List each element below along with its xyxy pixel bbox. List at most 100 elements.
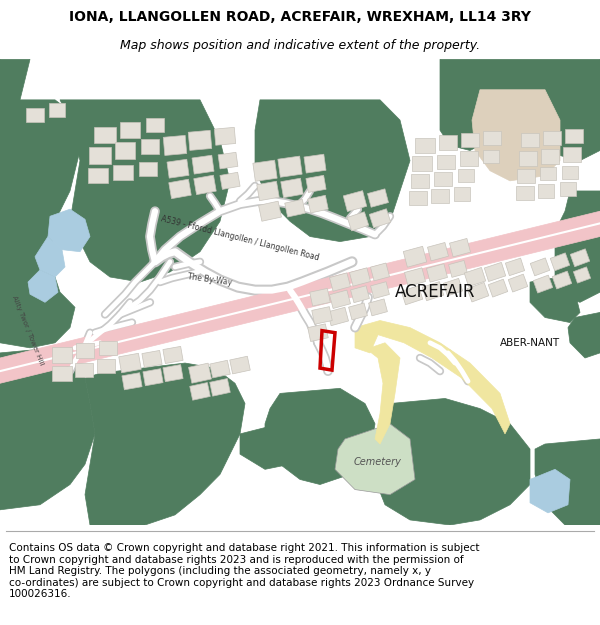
Bar	[533, 275, 553, 293]
Bar	[570, 249, 590, 267]
Bar	[163, 136, 187, 156]
Text: Contains OS data © Crown copyright and database right 2021. This information is : Contains OS data © Crown copyright and d…	[9, 543, 479, 599]
Bar	[439, 135, 457, 150]
Bar	[26, 108, 44, 122]
Bar	[146, 118, 164, 132]
Bar	[167, 159, 189, 178]
Bar	[349, 268, 371, 286]
Polygon shape	[35, 236, 65, 277]
Bar	[488, 279, 508, 297]
Polygon shape	[0, 100, 80, 348]
Bar	[253, 160, 277, 181]
Bar	[97, 359, 115, 373]
Bar	[230, 356, 250, 374]
Bar	[192, 155, 214, 174]
Bar	[458, 169, 474, 182]
Bar	[401, 286, 423, 305]
Polygon shape	[355, 321, 510, 434]
Polygon shape	[375, 399, 530, 525]
Text: Map shows position and indicative extent of the property.: Map shows position and indicative extent…	[120, 39, 480, 52]
Bar	[343, 191, 367, 211]
Text: ABER-NANT: ABER-NANT	[500, 338, 560, 348]
Bar	[367, 189, 389, 208]
Bar	[257, 181, 279, 201]
Bar	[329, 290, 350, 309]
Bar	[306, 176, 326, 192]
Bar	[312, 307, 332, 324]
Bar	[464, 268, 486, 286]
Polygon shape	[60, 100, 230, 282]
Bar	[508, 274, 528, 292]
Bar	[281, 178, 303, 198]
Text: IONA, LLANGOLLEN ROAD, ACREFAIR, WREXHAM, LL14 3RY: IONA, LLANGOLLEN ROAD, ACREFAIR, WREXHAM…	[69, 9, 531, 24]
Bar	[516, 186, 534, 200]
Bar	[411, 174, 429, 188]
Bar	[403, 246, 427, 268]
Bar	[76, 343, 94, 359]
Bar	[210, 379, 230, 396]
Polygon shape	[85, 363, 245, 525]
Bar	[371, 282, 389, 299]
Polygon shape	[305, 434, 360, 479]
Bar	[308, 324, 328, 341]
Bar	[169, 179, 191, 199]
Text: Cemetery: Cemetery	[354, 458, 402, 468]
Bar	[427, 242, 449, 261]
Bar	[52, 366, 72, 381]
Text: ACREFAIR: ACREFAIR	[395, 283, 475, 301]
Bar	[142, 351, 162, 368]
Bar	[483, 131, 501, 146]
Bar	[220, 173, 240, 189]
Bar	[122, 372, 142, 390]
Bar	[562, 166, 578, 179]
Bar	[350, 286, 370, 302]
Bar	[550, 253, 570, 271]
Polygon shape	[0, 59, 30, 110]
Bar	[310, 288, 330, 306]
Bar	[437, 154, 455, 169]
Bar	[538, 184, 554, 198]
Bar	[49, 103, 65, 117]
Polygon shape	[255, 100, 410, 242]
Bar	[552, 271, 572, 289]
Polygon shape	[48, 209, 90, 252]
Polygon shape	[240, 424, 300, 469]
Bar	[308, 195, 328, 213]
Polygon shape	[555, 191, 600, 302]
Polygon shape	[28, 270, 58, 302]
Polygon shape	[472, 90, 560, 181]
Bar	[119, 353, 141, 372]
Polygon shape	[335, 424, 415, 494]
Bar	[404, 268, 425, 286]
Bar	[560, 182, 576, 196]
Bar	[259, 201, 281, 221]
Bar	[113, 165, 133, 181]
Bar	[163, 364, 183, 382]
Polygon shape	[365, 342, 400, 444]
Polygon shape	[568, 312, 600, 358]
Text: A539 - Ffordd Llangollen / Llangollen Road: A539 - Ffordd Llangollen / Llangollen Ro…	[160, 214, 320, 262]
Bar	[543, 131, 561, 146]
Bar	[412, 156, 432, 171]
Bar	[449, 261, 467, 278]
Bar	[349, 303, 367, 320]
Bar	[328, 308, 349, 326]
Polygon shape	[265, 388, 375, 484]
Bar	[278, 156, 302, 178]
Bar	[434, 172, 452, 186]
Bar	[347, 212, 369, 231]
Bar	[329, 273, 350, 291]
Bar	[141, 139, 159, 154]
Bar	[218, 152, 238, 169]
Bar	[188, 130, 212, 151]
Bar	[214, 127, 236, 145]
Bar	[415, 138, 435, 153]
Bar	[427, 264, 448, 282]
Bar	[467, 282, 489, 302]
Bar	[565, 129, 583, 143]
Bar	[505, 258, 524, 276]
Bar	[115, 142, 135, 159]
Bar	[519, 151, 537, 166]
Bar	[541, 149, 559, 164]
Bar	[370, 263, 389, 281]
